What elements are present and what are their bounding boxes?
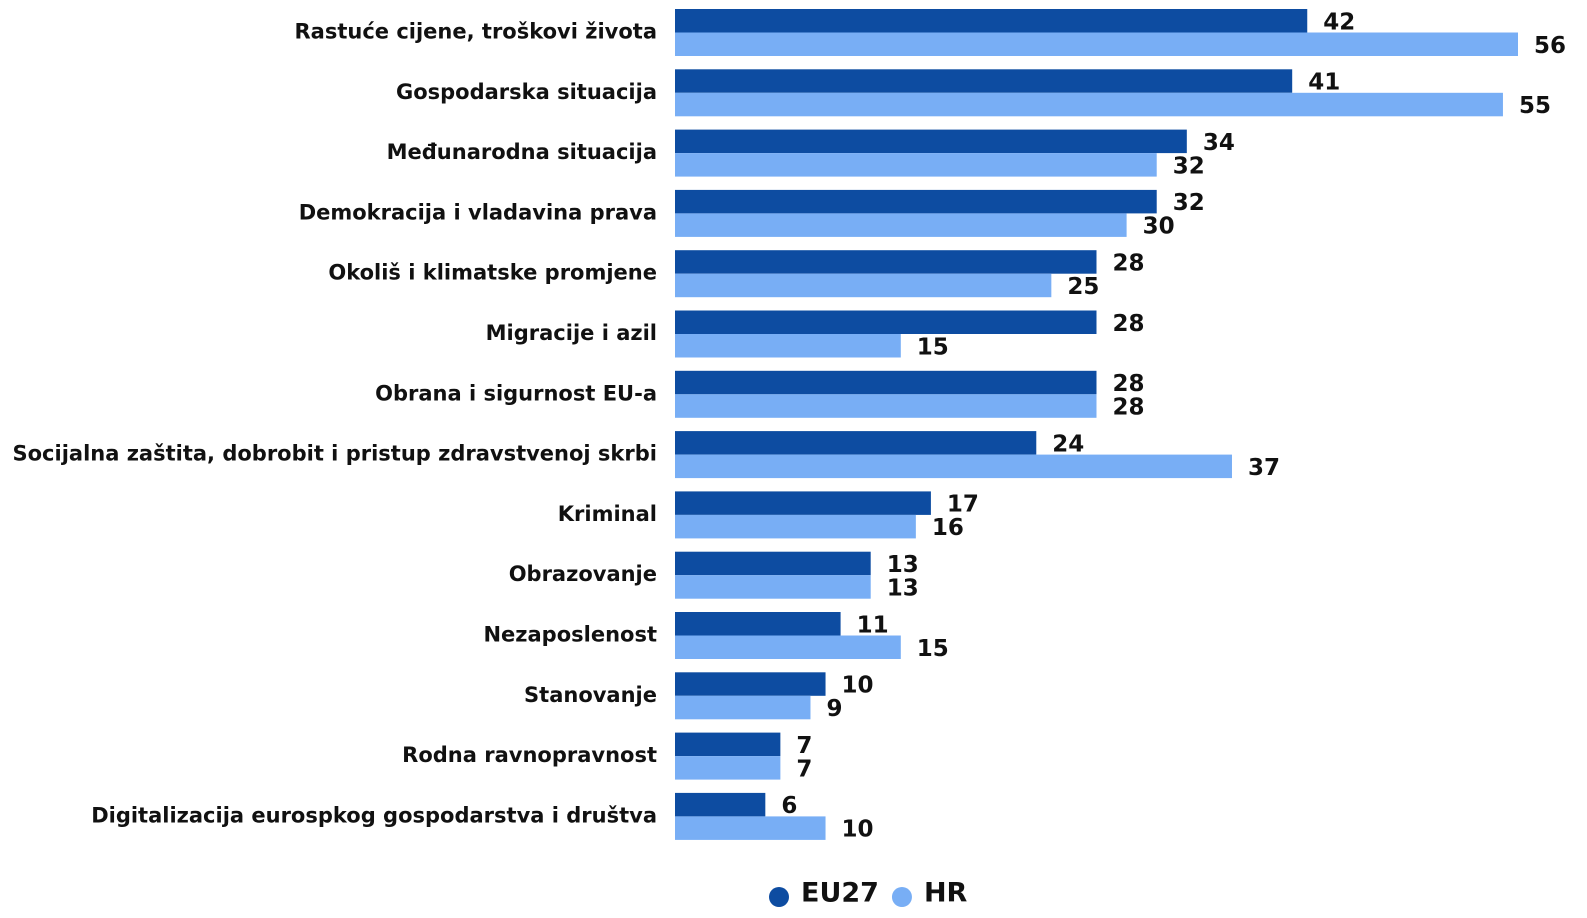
value-label: 10 xyxy=(842,817,874,843)
bar xyxy=(675,695,811,720)
bar xyxy=(675,575,871,599)
bar xyxy=(675,816,826,840)
value-label: 17 xyxy=(947,492,979,518)
value-label: 24 xyxy=(1052,431,1084,457)
category-label: Gospodarska situacija xyxy=(396,80,657,104)
category-label: Demokracija i vladavina prava xyxy=(299,200,657,224)
category-label: Obrana i sigurnost EU-a xyxy=(375,381,657,405)
category-label: Kriminal xyxy=(558,502,657,526)
legend-swatch xyxy=(769,887,789,907)
value-label: 6 xyxy=(781,793,797,819)
category-label: Nezaposlenost xyxy=(483,623,657,647)
bar xyxy=(675,9,1308,33)
bar xyxy=(675,129,1187,154)
value-label: 28 xyxy=(1113,395,1145,421)
value-label: 55 xyxy=(1519,93,1551,119)
bar xyxy=(675,69,1293,93)
value-label: 7 xyxy=(796,756,812,782)
value-label: 11 xyxy=(857,612,889,638)
value-label: 28 xyxy=(1113,311,1145,337)
bar xyxy=(675,635,901,659)
bar xyxy=(675,334,901,358)
category-label: Migracije i azil xyxy=(486,321,657,345)
bar xyxy=(675,551,871,576)
bar xyxy=(675,792,766,817)
value-label: 34 xyxy=(1203,130,1235,156)
value-label: 15 xyxy=(917,636,949,662)
bar xyxy=(675,394,1097,418)
bar xyxy=(675,370,1097,395)
value-label: 32 xyxy=(1173,190,1205,216)
bar xyxy=(675,250,1097,274)
category-label: Rastuće cijene, troškovi života xyxy=(295,20,658,44)
value-label: 56 xyxy=(1534,33,1566,59)
value-label: 13 xyxy=(887,575,919,601)
bar xyxy=(675,273,1052,298)
value-label: 41 xyxy=(1308,70,1340,96)
category-label: Digitalizacija eurospkog gospodarstva i … xyxy=(91,803,657,827)
value-label: 13 xyxy=(887,552,919,578)
legend-label: EU27 xyxy=(801,878,879,909)
category-label: Obrazovanje xyxy=(509,562,657,586)
value-label: 16 xyxy=(932,515,964,541)
category-label: Stanovanje xyxy=(524,683,657,707)
bar xyxy=(675,672,826,696)
bar xyxy=(675,213,1127,237)
value-label: 7 xyxy=(796,733,812,759)
value-label: 9 xyxy=(826,696,842,722)
bar xyxy=(675,732,781,757)
bar xyxy=(675,756,781,780)
value-label: 42 xyxy=(1323,9,1355,35)
legend-label: HR xyxy=(924,878,968,909)
bar xyxy=(675,32,1518,56)
category-label: Rodna ravnopravnost xyxy=(402,743,657,767)
bar xyxy=(675,310,1097,334)
bar xyxy=(675,612,841,636)
category-label: Socijalna zaštita, dobrobit i pristup zd… xyxy=(13,442,658,466)
bar xyxy=(675,514,916,539)
bar xyxy=(675,431,1037,455)
bar xyxy=(675,92,1503,117)
value-label: 32 xyxy=(1173,153,1205,179)
value-label: 10 xyxy=(842,673,874,699)
value-label: 25 xyxy=(1067,274,1099,300)
category-label: Okoliš i klimatske promjene xyxy=(328,261,657,285)
bar xyxy=(675,454,1232,479)
bar xyxy=(675,491,931,515)
value-label: 37 xyxy=(1248,455,1280,481)
value-label: 15 xyxy=(917,334,949,360)
bar xyxy=(675,153,1157,177)
category-label: Međunarodna situacija xyxy=(387,140,657,164)
value-label: 28 xyxy=(1113,371,1145,397)
legend-swatch xyxy=(891,887,912,907)
value-label: 30 xyxy=(1143,214,1175,240)
value-label: 28 xyxy=(1113,250,1145,276)
bar xyxy=(675,189,1157,214)
